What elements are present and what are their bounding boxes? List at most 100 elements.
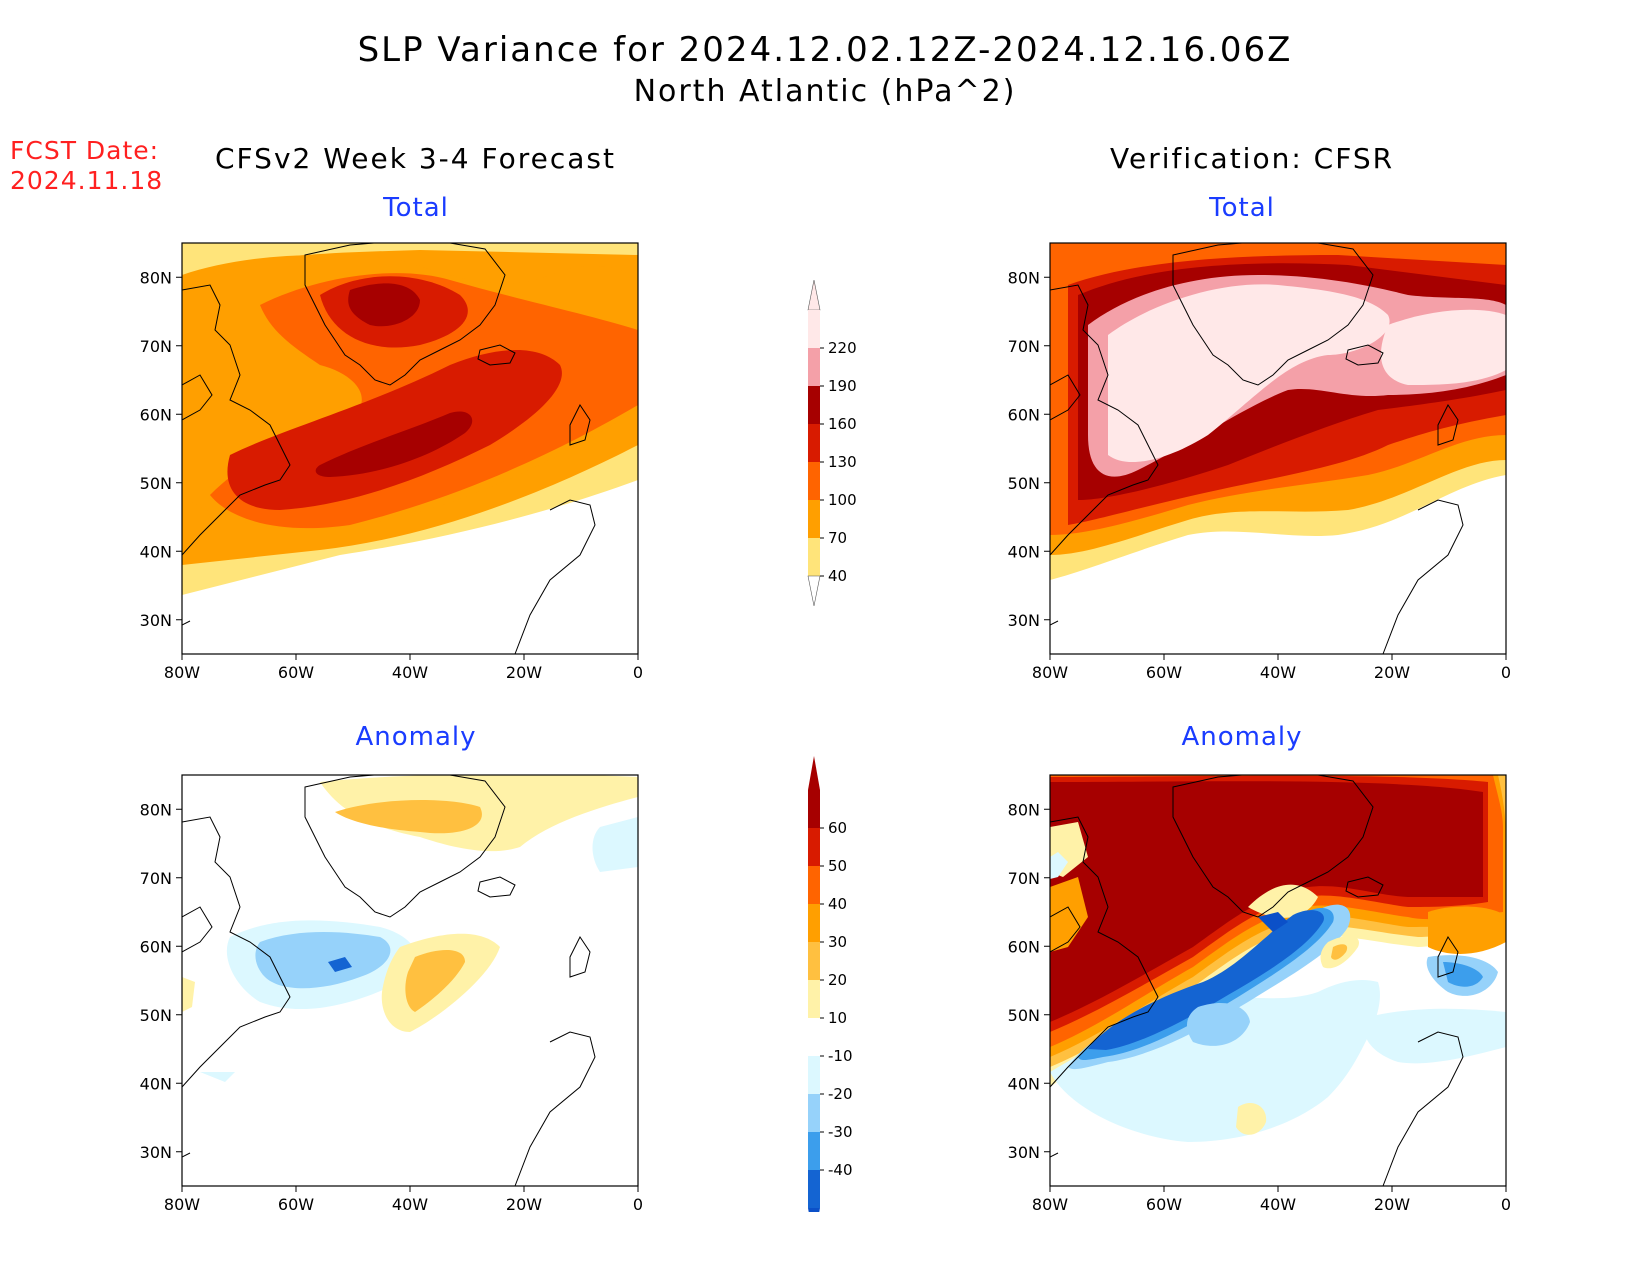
left-column-title: CFSv2 Week 3-4 Forecast (215, 142, 616, 175)
colorbar-swatch (808, 1170, 820, 1208)
lat-tick-label: 40N (140, 542, 172, 561)
colorbar-label: -40 (828, 1161, 853, 1179)
colorbar-label: 10 (828, 1009, 847, 1027)
lat-tick-label: 50N (1008, 474, 1040, 493)
lat-tick-label: 80N (140, 268, 172, 287)
lat-tick-label: 30N (140, 1143, 172, 1162)
lon-tick-label: 80W (1032, 663, 1068, 682)
colorbar-label: 190 (828, 377, 857, 395)
colorbar-swatch (808, 386, 820, 424)
colorbar-extension (808, 756, 820, 790)
colorbar-extension (807, 575, 821, 607)
lon-tick-label: 0 (633, 663, 643, 682)
lat-tick-label: 50N (140, 1006, 172, 1025)
lon-tick-label: 60W (278, 1195, 314, 1214)
colorbar-swatch (808, 1094, 820, 1132)
colorbar-swatch (808, 310, 820, 348)
verification-total-subtitle: Total (1209, 193, 1275, 223)
forecast-total-map: 80N 70N 60N 50N 40N 30N 80W 60W 40W 20W 0 (140, 242, 643, 682)
verification-total-map: 80N 70N 60N 50N 40N 30N 80W 60W 40W 20W 0 (1008, 242, 1511, 682)
lat-tick-label: 60N (1008, 405, 1040, 424)
lat-tick-label: 40N (1008, 542, 1040, 561)
lon-tick-label: 40W (1260, 663, 1296, 682)
forecast-anomaly-subtitle: Anomaly (355, 722, 477, 752)
total-colorbar: 220 190 160 130 100 70 40 (807, 280, 857, 607)
lat-tick-label: 30N (1008, 1143, 1040, 1162)
colorbar-label: 160 (828, 415, 857, 433)
verification-anomaly-subtitle: Anomaly (1181, 722, 1303, 752)
colorbar-label: 70 (828, 529, 847, 547)
lon-tick-label: 20W (1374, 663, 1410, 682)
colorbar-swatch (808, 904, 820, 942)
forecast-total-subtitle: Total (383, 193, 449, 223)
lat-tick-label: 30N (140, 611, 172, 630)
lon-tick-label: 60W (1146, 1195, 1182, 1214)
colorbar-extension (808, 1208, 820, 1212)
colorbar-swatch (808, 500, 820, 538)
lat-tick-label: 40N (1008, 1074, 1040, 1093)
lon-tick-label: 40W (392, 1195, 428, 1214)
lon-tick-label: 60W (1146, 663, 1182, 682)
colorbar-swatch (808, 348, 820, 386)
colorbar-swatch (808, 828, 820, 866)
colorbar-extension (807, 280, 821, 311)
lat-tick-label: 60N (140, 937, 172, 956)
lat-tick-label: 80N (1008, 268, 1040, 287)
colorbar-label: 60 (828, 819, 847, 837)
lat-tick-label: 50N (1008, 1006, 1040, 1025)
colorbar-swatch (808, 1056, 820, 1094)
colorbar-label: 100 (828, 491, 857, 509)
lon-tick-label: 60W (278, 663, 314, 682)
lon-tick-label: 80W (1032, 1195, 1068, 1214)
lon-tick-label: 20W (1374, 1195, 1410, 1214)
colorbar-swatch (808, 1018, 820, 1056)
lat-tick-label: 70N (1008, 869, 1040, 888)
colorbar-label: -30 (828, 1123, 853, 1141)
colorbar-swatch (808, 942, 820, 980)
lat-tick-label: 40N (140, 1074, 172, 1093)
chart-subtitle: North Atlantic (hPa^2) (633, 74, 1017, 109)
colorbar-label: 220 (828, 339, 857, 357)
lat-tick-label: 60N (140, 405, 172, 424)
colorbar-label: 20 (828, 971, 847, 989)
colorbar-swatch (808, 980, 820, 1018)
colorbar-label: -20 (828, 1085, 853, 1103)
forecast-date-value: 2024.11.18 (10, 166, 164, 195)
lon-tick-label: 0 (633, 1195, 643, 1214)
lat-tick-label: 80N (1008, 800, 1040, 819)
lat-tick-label: 80N (140, 800, 172, 819)
lat-tick-label: 70N (1008, 337, 1040, 356)
lon-tick-label: 0 (1501, 1195, 1511, 1214)
lat-tick-label: 70N (140, 869, 172, 888)
lat-tick-label: 70N (140, 337, 172, 356)
colorbar-swatch (808, 538, 820, 576)
colorbar-label: 50 (828, 857, 847, 875)
colorbar-label: 30 (828, 933, 847, 951)
forecast-date-label: FCST Date: (10, 136, 160, 165)
lat-tick-label: 50N (140, 474, 172, 493)
lon-tick-label: 20W (506, 663, 542, 682)
colorbar-swatch (808, 1132, 820, 1170)
colorbar-label: 130 (828, 453, 857, 471)
forecast-anomaly-map: 80N 70N 60N 50N 40N 30N 80W 60W 40W 20W 0 (140, 774, 643, 1214)
verification-anomaly-map: 80N 70N 60N 50N 40N 30N 80W 60W 40W 20W 0 (1008, 774, 1511, 1214)
anomaly-colorbar: 60 50 40 30 20 10 -10 -20 -30 -40 (808, 756, 853, 1212)
lon-tick-label: 80W (164, 663, 200, 682)
lon-tick-label: 40W (392, 663, 428, 682)
lon-tick-label: 40W (1260, 1195, 1296, 1214)
colorbar-label: 40 (828, 567, 847, 585)
chart-title: SLP Variance for 2024.12.02.12Z-2024.12.… (357, 30, 1293, 70)
colorbar-label: 40 (828, 895, 847, 913)
lat-tick-label: 30N (1008, 611, 1040, 630)
right-column-title: Verification: CFSR (1110, 142, 1395, 175)
forecast-date-block: FCST Date: 2024.11.18 (10, 136, 163, 196)
lon-tick-label: 0 (1501, 663, 1511, 682)
lon-tick-label: 80W (164, 1195, 200, 1214)
colorbar-swatch (808, 866, 820, 904)
colorbar-label: -10 (828, 1047, 853, 1065)
lon-tick-label: 20W (506, 1195, 542, 1214)
colorbar-swatch (808, 424, 820, 462)
colorbar-swatch (808, 462, 820, 500)
lat-tick-label: 60N (1008, 937, 1040, 956)
colorbar-swatch (808, 790, 820, 828)
